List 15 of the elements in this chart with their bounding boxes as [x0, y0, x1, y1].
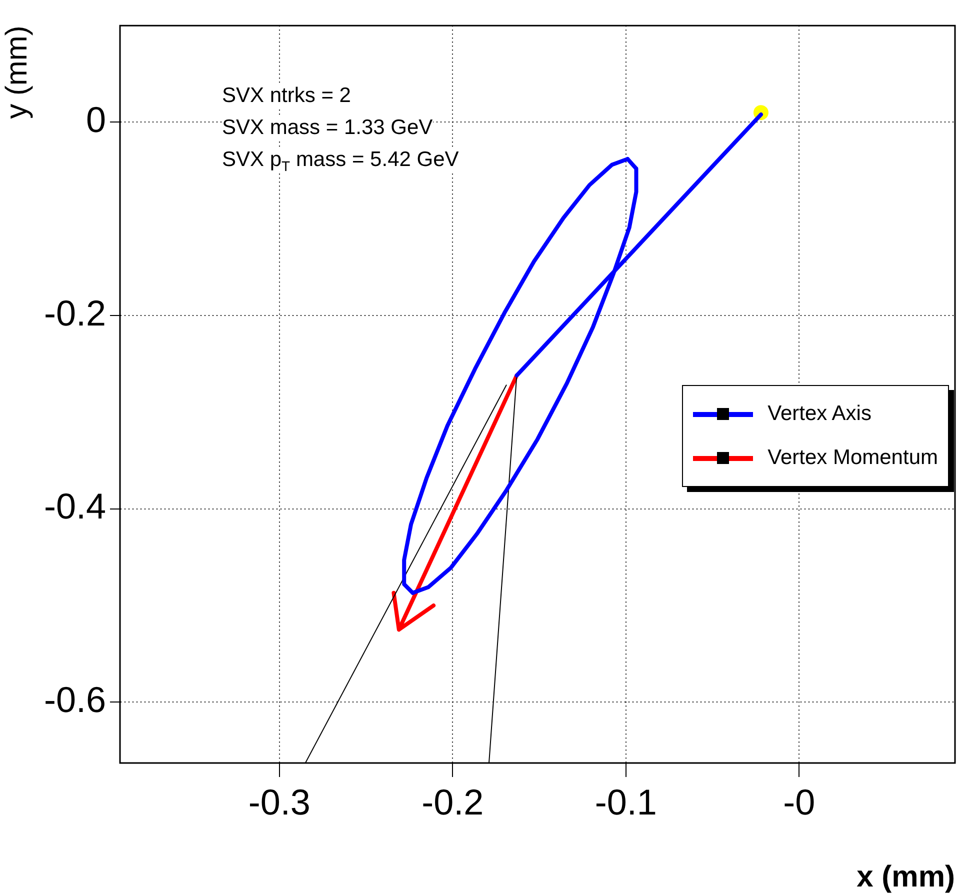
legend-label: Vertex Momentum [768, 446, 938, 470]
y-axis-title: y (mm) [0, 26, 34, 119]
annotation: SVX p$_{T}$ mass = 5.42 GeV [222, 148, 459, 174]
x-tick-label: -0.1 [594, 782, 657, 823]
x-tick-label: -0.2 [422, 782, 484, 823]
x-tick-label: -0.3 [248, 782, 310, 823]
y-tick-label: -0.2 [44, 292, 106, 334]
x-axis-title: x (mm) [856, 860, 955, 894]
annotation: SVX mass = 1.33 GeV [222, 116, 433, 139]
legend-label: Vertex Axis [768, 402, 872, 426]
y-tick-label: -0.4 [44, 486, 106, 527]
x-tick-label: -0 [783, 782, 816, 823]
annotation: SVX ntrks = 2 [222, 84, 351, 107]
y-tick-label: -0.6 [44, 679, 106, 720]
y-tick-label: 0 [86, 99, 106, 140]
